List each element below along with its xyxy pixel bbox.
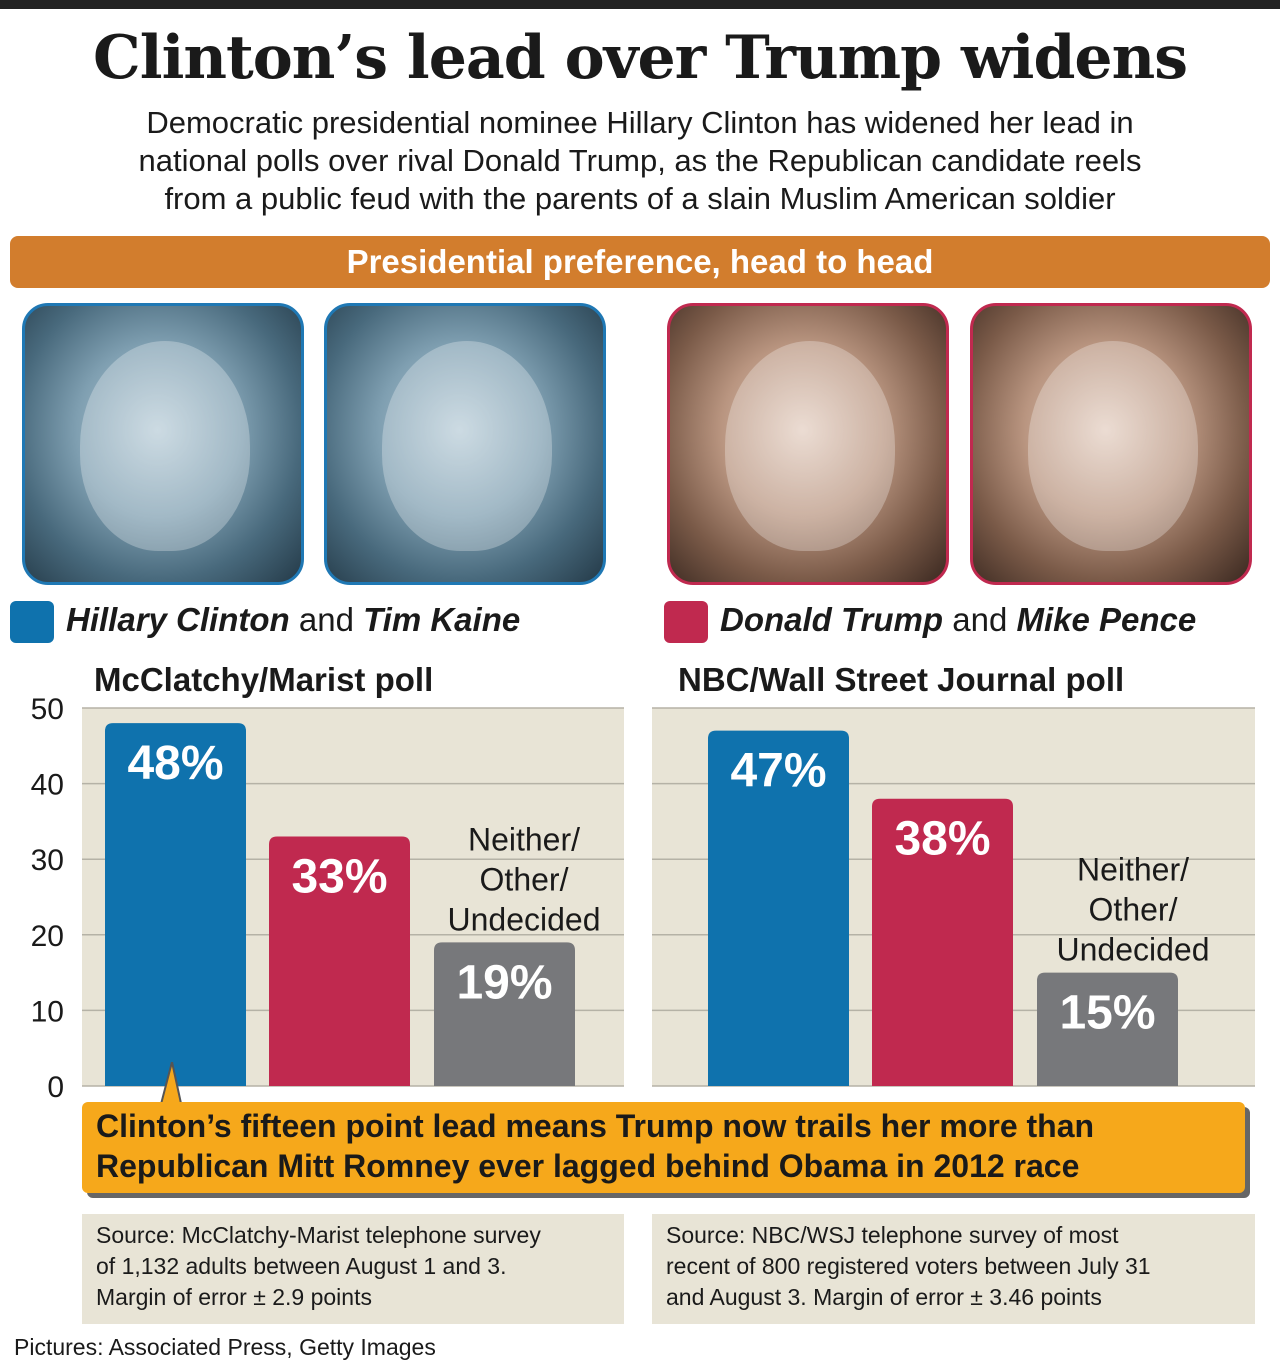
- subtitle-line: Democratic presidential nominee Hillary …: [146, 105, 1134, 140]
- pence-photo: [970, 303, 1252, 585]
- source-line: recent of 800 registered voters between …: [666, 1253, 1151, 1279]
- callout-pointer: [158, 1062, 184, 1108]
- top-rule: [0, 0, 1280, 9]
- bar: [1037, 972, 1178, 1086]
- source-line: Source: NBC/WSJ telephone survey of most: [666, 1222, 1119, 1248]
- source-line: and August 3. Margin of error ± 3.46 poi…: [666, 1284, 1102, 1310]
- y-tick-label: 30: [31, 844, 64, 877]
- category-label: Undecided: [448, 901, 601, 937]
- bar: [105, 723, 246, 1086]
- callout-line: Republican Mitt Romney ever lagged behin…: [96, 1148, 1080, 1184]
- subtitle: Democratic presidential nominee Hillary …: [40, 104, 1240, 218]
- poll-bar-charts: 0 10 20 30 40 50 48% 33% 19% Neither/Other/Undeci…: [31, 693, 1255, 1100]
- subtitle-line: from a public feud with the parents of a…: [164, 181, 1116, 216]
- clinton-photo: [22, 303, 304, 585]
- bar-value-label: 33%: [291, 851, 387, 904]
- legend-swatch-rep: [664, 601, 708, 643]
- kaine-photo: [324, 303, 606, 585]
- callout-line: Clinton’s fifteen point lead means Trump…: [96, 1108, 1095, 1144]
- bar: [269, 836, 410, 1086]
- legend-swatch-dem: [10, 601, 54, 643]
- y-tick-label: 40: [31, 769, 64, 802]
- y-tick-label: 10: [31, 995, 64, 1028]
- legend-name: Donald Trump: [720, 601, 944, 638]
- y-tick-label: 50: [31, 693, 64, 726]
- photo-credit: Pictures: Associated Press, Getty Images: [14, 1334, 436, 1360]
- bar: [708, 730, 849, 1086]
- bar-value-label: 48%: [127, 737, 223, 790]
- callout-box: Clinton’s fifteen point lead means Trump…: [82, 1102, 1245, 1193]
- legend-conjunction: and: [952, 601, 1008, 638]
- source-line: Source: McClatchy-Marist telephone surve…: [96, 1222, 541, 1248]
- bar: [434, 942, 575, 1086]
- source-mcclatchy: Source: McClatchy-Marist telephone surve…: [82, 1214, 624, 1324]
- trump-photo: [667, 303, 949, 585]
- source-nbc: Source: NBC/WSJ telephone survey of most…: [652, 1214, 1255, 1324]
- category-label: Undecided: [1057, 932, 1210, 968]
- chart-title-mcclatchy: McClatchy/Marist poll: [94, 661, 434, 698]
- category-label: Other/: [1089, 892, 1178, 928]
- legend-label-dem: Hillary Clinton and Tim Kaine: [66, 598, 520, 642]
- source-line: of 1,132 adults between August 1 and 3.: [96, 1253, 507, 1279]
- bar-value-label: 15%: [1059, 987, 1155, 1040]
- legend-name: Mike Pence: [1016, 601, 1197, 638]
- bar-value-label: 19%: [456, 956, 552, 1009]
- category-label: Other/: [480, 861, 569, 897]
- category-label: Neither/: [1077, 852, 1189, 888]
- bar-value-label: 47%: [730, 745, 826, 798]
- source-line: Margin of error ± 2.9 points: [96, 1284, 372, 1310]
- y-tick-label: 0: [47, 1071, 64, 1100]
- chart-title-nbc: NBC/Wall Street Journal poll: [678, 661, 1125, 698]
- legend-name: Tim Kaine: [363, 601, 521, 638]
- legend-name: Hillary Clinton: [66, 601, 290, 638]
- subtitle-line: national polls over rival Donald Trump, …: [138, 143, 1142, 178]
- page-title: Clinton’s lead over Trump widens: [93, 23, 1188, 93]
- bar-value-label: 38%: [894, 813, 990, 866]
- section-banner: Presidential preference, head to head: [10, 236, 1270, 288]
- legend-conjunction: and: [298, 601, 354, 638]
- y-tick-label: 20: [31, 920, 64, 953]
- legend-label-rep: Donald Trump and Mike Pence: [720, 598, 1196, 642]
- category-label: Neither/: [468, 821, 580, 857]
- bar: [872, 798, 1013, 1086]
